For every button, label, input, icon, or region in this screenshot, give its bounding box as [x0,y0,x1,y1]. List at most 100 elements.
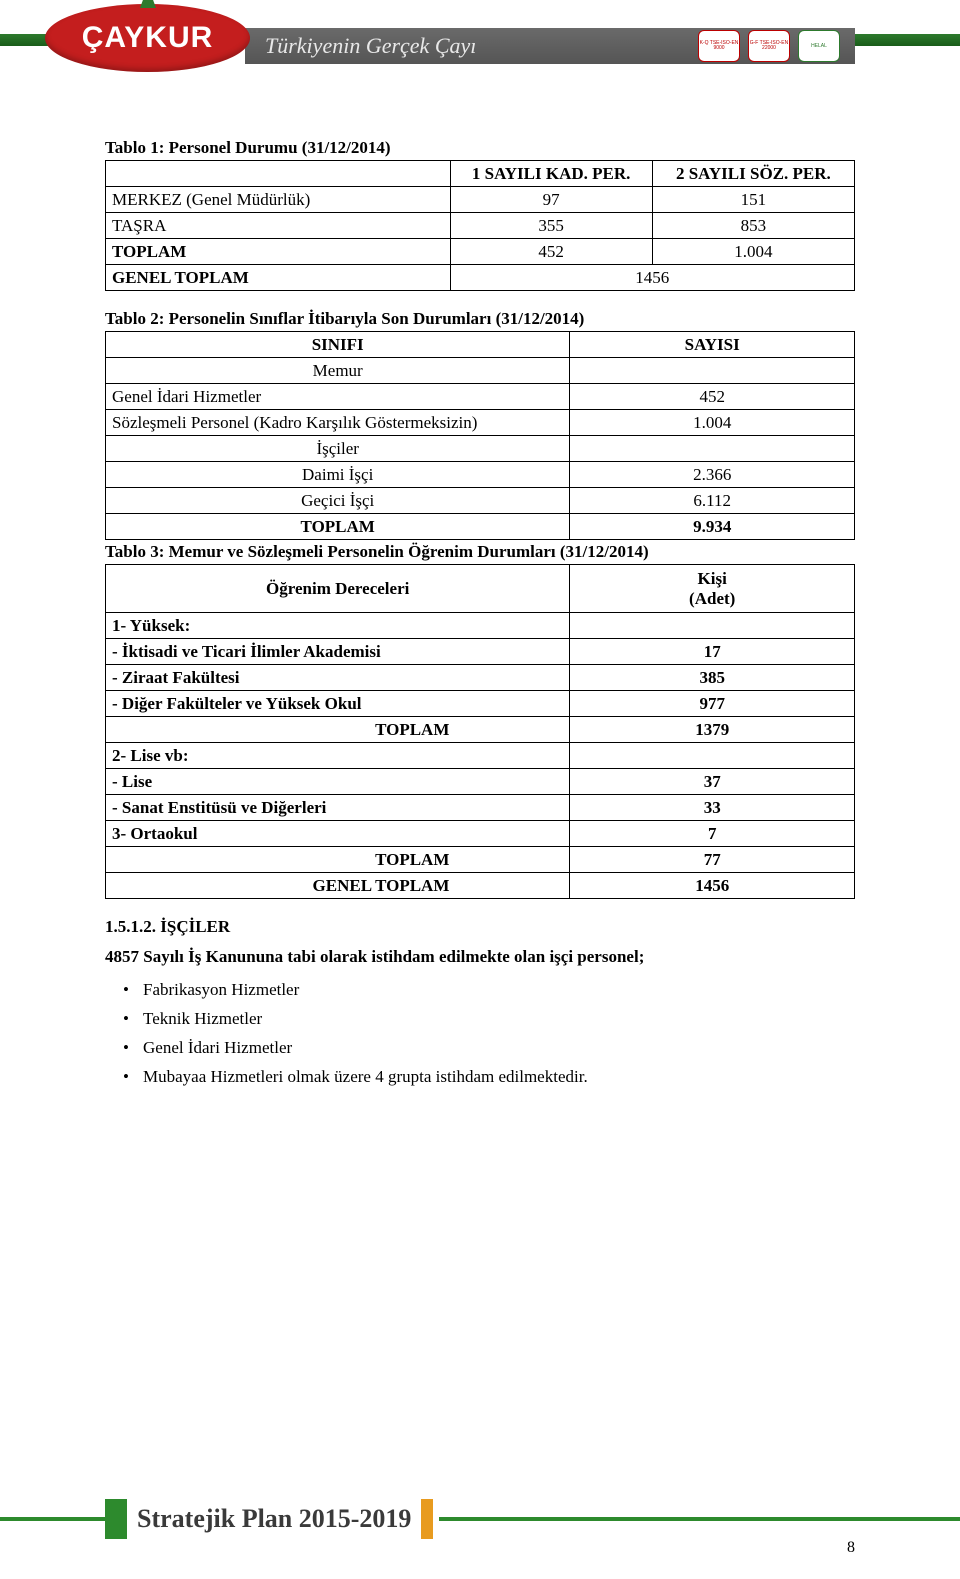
table-row: TOPLAM1379 [106,717,855,743]
cell: Geçici İşçi [106,488,570,514]
cell: 452 [570,384,855,410]
cell: MERKEZ (Genel Müdürlük) [106,187,451,213]
cell: - İktisadi ve Ticari İlimler Akademisi [106,639,570,665]
table-row: Genel İdari Hizmetler452 [106,384,855,410]
footer-orange-block [421,1499,433,1539]
cell: 3- Ortaokul [106,821,570,847]
cell: 1456 [450,265,854,291]
table-row: 1- Yüksek: [106,613,855,639]
cell: TOPLAM [106,514,570,540]
table1: 1 SAYILI KAD. PER. 2 SAYILI SÖZ. PER. ME… [105,160,855,291]
cell: 1379 [570,717,855,743]
cell: 385 [570,665,855,691]
table3: Öğrenim Dereceleri Kişi (Adet) 1- Yüksek… [105,564,855,899]
cell: 9.934 [570,514,855,540]
cell: 17 [570,639,855,665]
cell: 1- Yüksek: [106,613,570,639]
table-row: MERKEZ (Genel Müdürlük) 97 151 [106,187,855,213]
table1-h1: 1 SAYILI KAD. PER. [450,161,652,187]
table2-h0: SINIFI [106,332,570,358]
table-row: - Ziraat Fakültesi385 [106,665,855,691]
table-row: İşçiler [106,436,855,462]
table-row: - Lise37 [106,769,855,795]
page-number: 8 [847,1539,855,1557]
section-heading: 1.5.1.2. İŞÇİLER [105,917,855,937]
table-row: TOPLAM9.934 [106,514,855,540]
table3-h-right-l1: Kişi [698,569,727,588]
cell: 853 [652,213,854,239]
cell: 355 [450,213,652,239]
footer-green-block [105,1499,127,1539]
cell: Memur [106,358,570,384]
cell: TOPLAM [106,847,570,873]
cell: 33 [570,795,855,821]
cell: 37 [570,769,855,795]
cell: 97 [450,187,652,213]
cell: 1456 [570,873,855,899]
list-item: Fabrikasyon Hizmetler [143,979,855,1002]
footer-label: Stratejik Plan 2015-2019 [105,1499,439,1539]
table-row: TOPLAM77 [106,847,855,873]
cell: 452 [450,239,652,265]
table-row: 1 SAYILI KAD. PER. 2 SAYILI SÖZ. PER. [106,161,855,187]
cell: - Lise [106,769,570,795]
page-content: Tablo 1: Personel Durumu (31/12/2014) 1 … [0,95,960,1089]
cell: TOPLAM [106,239,451,265]
table3-title: Tablo 3: Memur ve Sözleşmeli Personelin … [105,542,855,562]
table2-title: Tablo 2: Personelin Sınıflar İtibarıyla … [105,309,855,329]
brand-logo: ÇAYKUR [45,4,250,72]
cell [570,436,855,462]
certification-badges: K-Q TSE-ISO-EN 9000 G-F TSE-ISO-EN 22000… [698,30,840,62]
cell: - Diğer Fakülteler ve Yüksek Okul [106,691,570,717]
cell [570,358,855,384]
table-row: TAŞRA 355 853 [106,213,855,239]
page-header: ÇAYKUR Türkiyenin Gerçek Çayı K-Q TSE-IS… [0,0,960,95]
cell: 151 [652,187,854,213]
table2: SINIFI SAYISI MemurGenel İdari Hizmetler… [105,331,855,540]
cell: GENEL TOPLAM [106,265,451,291]
tagline-text: Türkiyenin Gerçek Çayı [265,33,476,59]
table-row: Öğrenim Dereceleri Kişi (Adet) [106,565,855,613]
table-row: GENEL TOPLAM 1456 [106,265,855,291]
cell: 977 [570,691,855,717]
table-row: - Sanat Enstitüsü ve Diğerleri33 [106,795,855,821]
cell: TOPLAM [106,717,570,743]
table-row: Geçici İşçi6.112 [106,488,855,514]
cell: - Sanat Enstitüsü ve Diğerleri [106,795,570,821]
list-item: Mubayaa Hizmetleri olmak üzere 4 grupta … [143,1066,855,1089]
cell: TAŞRA [106,213,451,239]
table1-h2: 2 SAYILI SÖZ. PER. [652,161,854,187]
table1-h0 [106,161,451,187]
cert-badge-iso22000: G-F TSE-ISO-EN 22000 [748,30,790,62]
table3-h-right-l2: (Adet) [689,589,735,608]
cell: 1.004 [570,410,855,436]
cell: Genel İdari Hizmetler [106,384,570,410]
cell: - Ziraat Fakültesi [106,665,570,691]
table-row: GENEL TOPLAM1456 [106,873,855,899]
table-row: 3- Ortaokul7 [106,821,855,847]
table-row: - Diğer Fakülteler ve Yüksek Okul977 [106,691,855,717]
table3-h-left: Öğrenim Dereceleri [106,565,570,613]
table-row: SINIFI SAYISI [106,332,855,358]
page-footer: Stratejik Plan 2015-2019 [0,1499,960,1549]
table1-title: Tablo 1: Personel Durumu (31/12/2014) [105,138,855,158]
cell: 77 [570,847,855,873]
cell [570,613,855,639]
cell: 2- Lise vb: [106,743,570,769]
cert-badge-iso9000: K-Q TSE-ISO-EN 9000 [698,30,740,62]
section-intro: 4857 Sayılı İş Kanununa tabi olarak isti… [105,947,855,967]
cell: 7 [570,821,855,847]
cert-badge-helal: HELAL [798,30,840,62]
table2-h1: SAYISI [570,332,855,358]
table-row: - İktisadi ve Ticari İlimler Akademisi17 [106,639,855,665]
list-item: Genel İdari Hizmetler [143,1037,855,1060]
table3-h-right: Kişi (Adet) [570,565,855,613]
table-row: 2- Lise vb: [106,743,855,769]
cell: 6.112 [570,488,855,514]
table-row: Sözleşmeli Personel (Kadro Karşılık Göst… [106,410,855,436]
cell: 2.366 [570,462,855,488]
list-item: Teknik Hizmetler [143,1008,855,1031]
footer-title: Stratejik Plan 2015-2019 [137,1504,411,1534]
brand-logo-text: ÇAYKUR [82,21,214,55]
cell: İşçiler [106,436,570,462]
